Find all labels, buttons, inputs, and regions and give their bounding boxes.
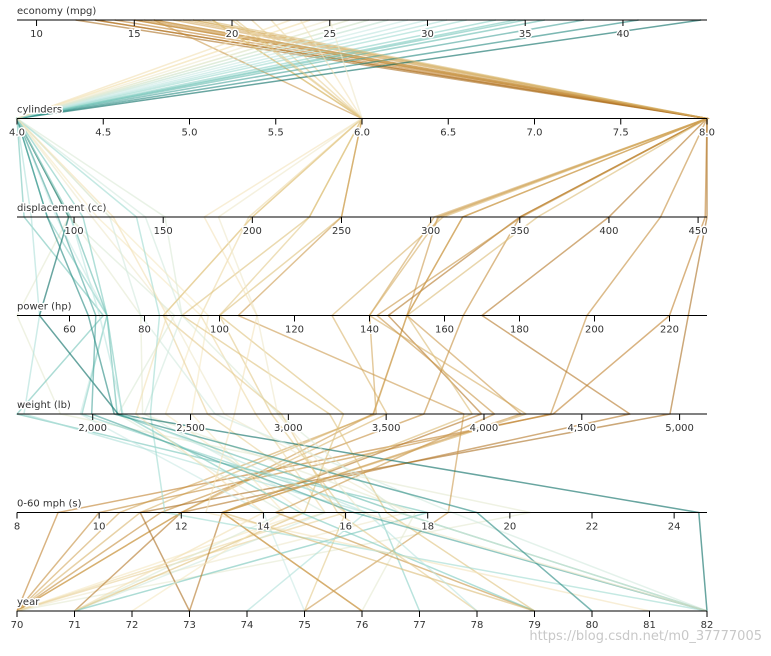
axes: economy (mpg) 10 15 20 25 30 35 40 cylinders 4.0 4… <box>8 5 717 633</box>
tick-label: 7.0 <box>527 128 543 139</box>
tick-label: 75 <box>298 620 311 631</box>
tick-label: 150 <box>154 226 173 237</box>
tick-label: 14 <box>257 522 270 533</box>
axis-title: weight (lb) <box>17 400 71 411</box>
tick-label: 200 <box>585 325 604 336</box>
tick-label: 10 <box>30 29 43 40</box>
watermark: https://blog.csdn.net/m0_37777005 <box>529 629 762 644</box>
tick-label: 76 <box>356 620 369 631</box>
tick-label: 3,500 <box>372 423 401 434</box>
axis-title: displacement (cc) <box>17 203 106 214</box>
tick-label: 7.5 <box>613 128 629 139</box>
axis-title: 0-60 mph (s) <box>17 499 82 510</box>
axis-title: cylinders <box>17 105 62 116</box>
tick-label: 120 <box>285 325 304 336</box>
tick-label: 3,000 <box>274 423 303 434</box>
tick-label: 220 <box>660 325 679 336</box>
tick-label: 10 <box>93 522 106 533</box>
tick-label: 8.0 <box>699 128 715 139</box>
tick-label: 82 <box>701 620 714 631</box>
tick-label: 71 <box>68 620 81 631</box>
axis-title: power (hp) <box>17 302 72 313</box>
tick-label: 30 <box>421 29 434 40</box>
tick-label: 4.0 <box>9 128 25 139</box>
tick-label: 400 <box>599 226 618 237</box>
tick-label: 40 <box>617 29 630 40</box>
tick-label: 4.5 <box>95 128 111 139</box>
tick-label: 35 <box>519 29 532 40</box>
tick-label: 200 <box>243 226 262 237</box>
tick-label: 100 <box>65 226 84 237</box>
tick-label: 20 <box>503 522 516 533</box>
tick-label: 80 <box>138 325 151 336</box>
tick-label: 72 <box>126 620 139 631</box>
tick-label: 22 <box>586 522 599 533</box>
tick-label: 6.0 <box>354 128 370 139</box>
tick-label: 80 <box>586 620 599 631</box>
tick-label: 73 <box>183 620 196 631</box>
tick-label: 15 <box>128 29 141 40</box>
tick-label: 16 <box>339 522 352 533</box>
tick-label: 18 <box>421 522 434 533</box>
tick-label: 180 <box>510 325 529 336</box>
tick-label: 450 <box>689 226 708 237</box>
tick-label: 100 <box>210 325 229 336</box>
tick-label: 81 <box>643 620 656 631</box>
tick-label: 2,500 <box>176 423 205 434</box>
tick-label: 160 <box>435 325 454 336</box>
tick-label: 12 <box>175 522 188 533</box>
tick-label: 4,000 <box>470 423 499 434</box>
tick-label: 250 <box>332 226 351 237</box>
tick-label: 5,000 <box>665 423 694 434</box>
tick-label: 5.5 <box>268 128 284 139</box>
tick-label: 2,000 <box>78 423 107 434</box>
axis-title: economy (mpg) <box>17 6 96 17</box>
tick-label: 25 <box>323 29 336 40</box>
tick-label: 20 <box>226 29 239 40</box>
tick-label: 78 <box>471 620 484 631</box>
tick-label: 350 <box>510 226 529 237</box>
tick-label: 70 <box>11 620 24 631</box>
tick-label: 5.0 <box>182 128 198 139</box>
tick-label: 8 <box>14 522 20 533</box>
axis-title: year <box>17 597 40 608</box>
tick-label: 24 <box>668 522 681 533</box>
tick-label: 60 <box>63 325 76 336</box>
tick-label: 6.5 <box>440 128 456 139</box>
tick-label: 140 <box>360 325 379 336</box>
tick-label: 79 <box>528 620 541 631</box>
tick-label: 77 <box>413 620 426 631</box>
tick-label: 74 <box>241 620 254 631</box>
tick-label: 4,500 <box>567 423 596 434</box>
tick-label: 300 <box>421 226 440 237</box>
